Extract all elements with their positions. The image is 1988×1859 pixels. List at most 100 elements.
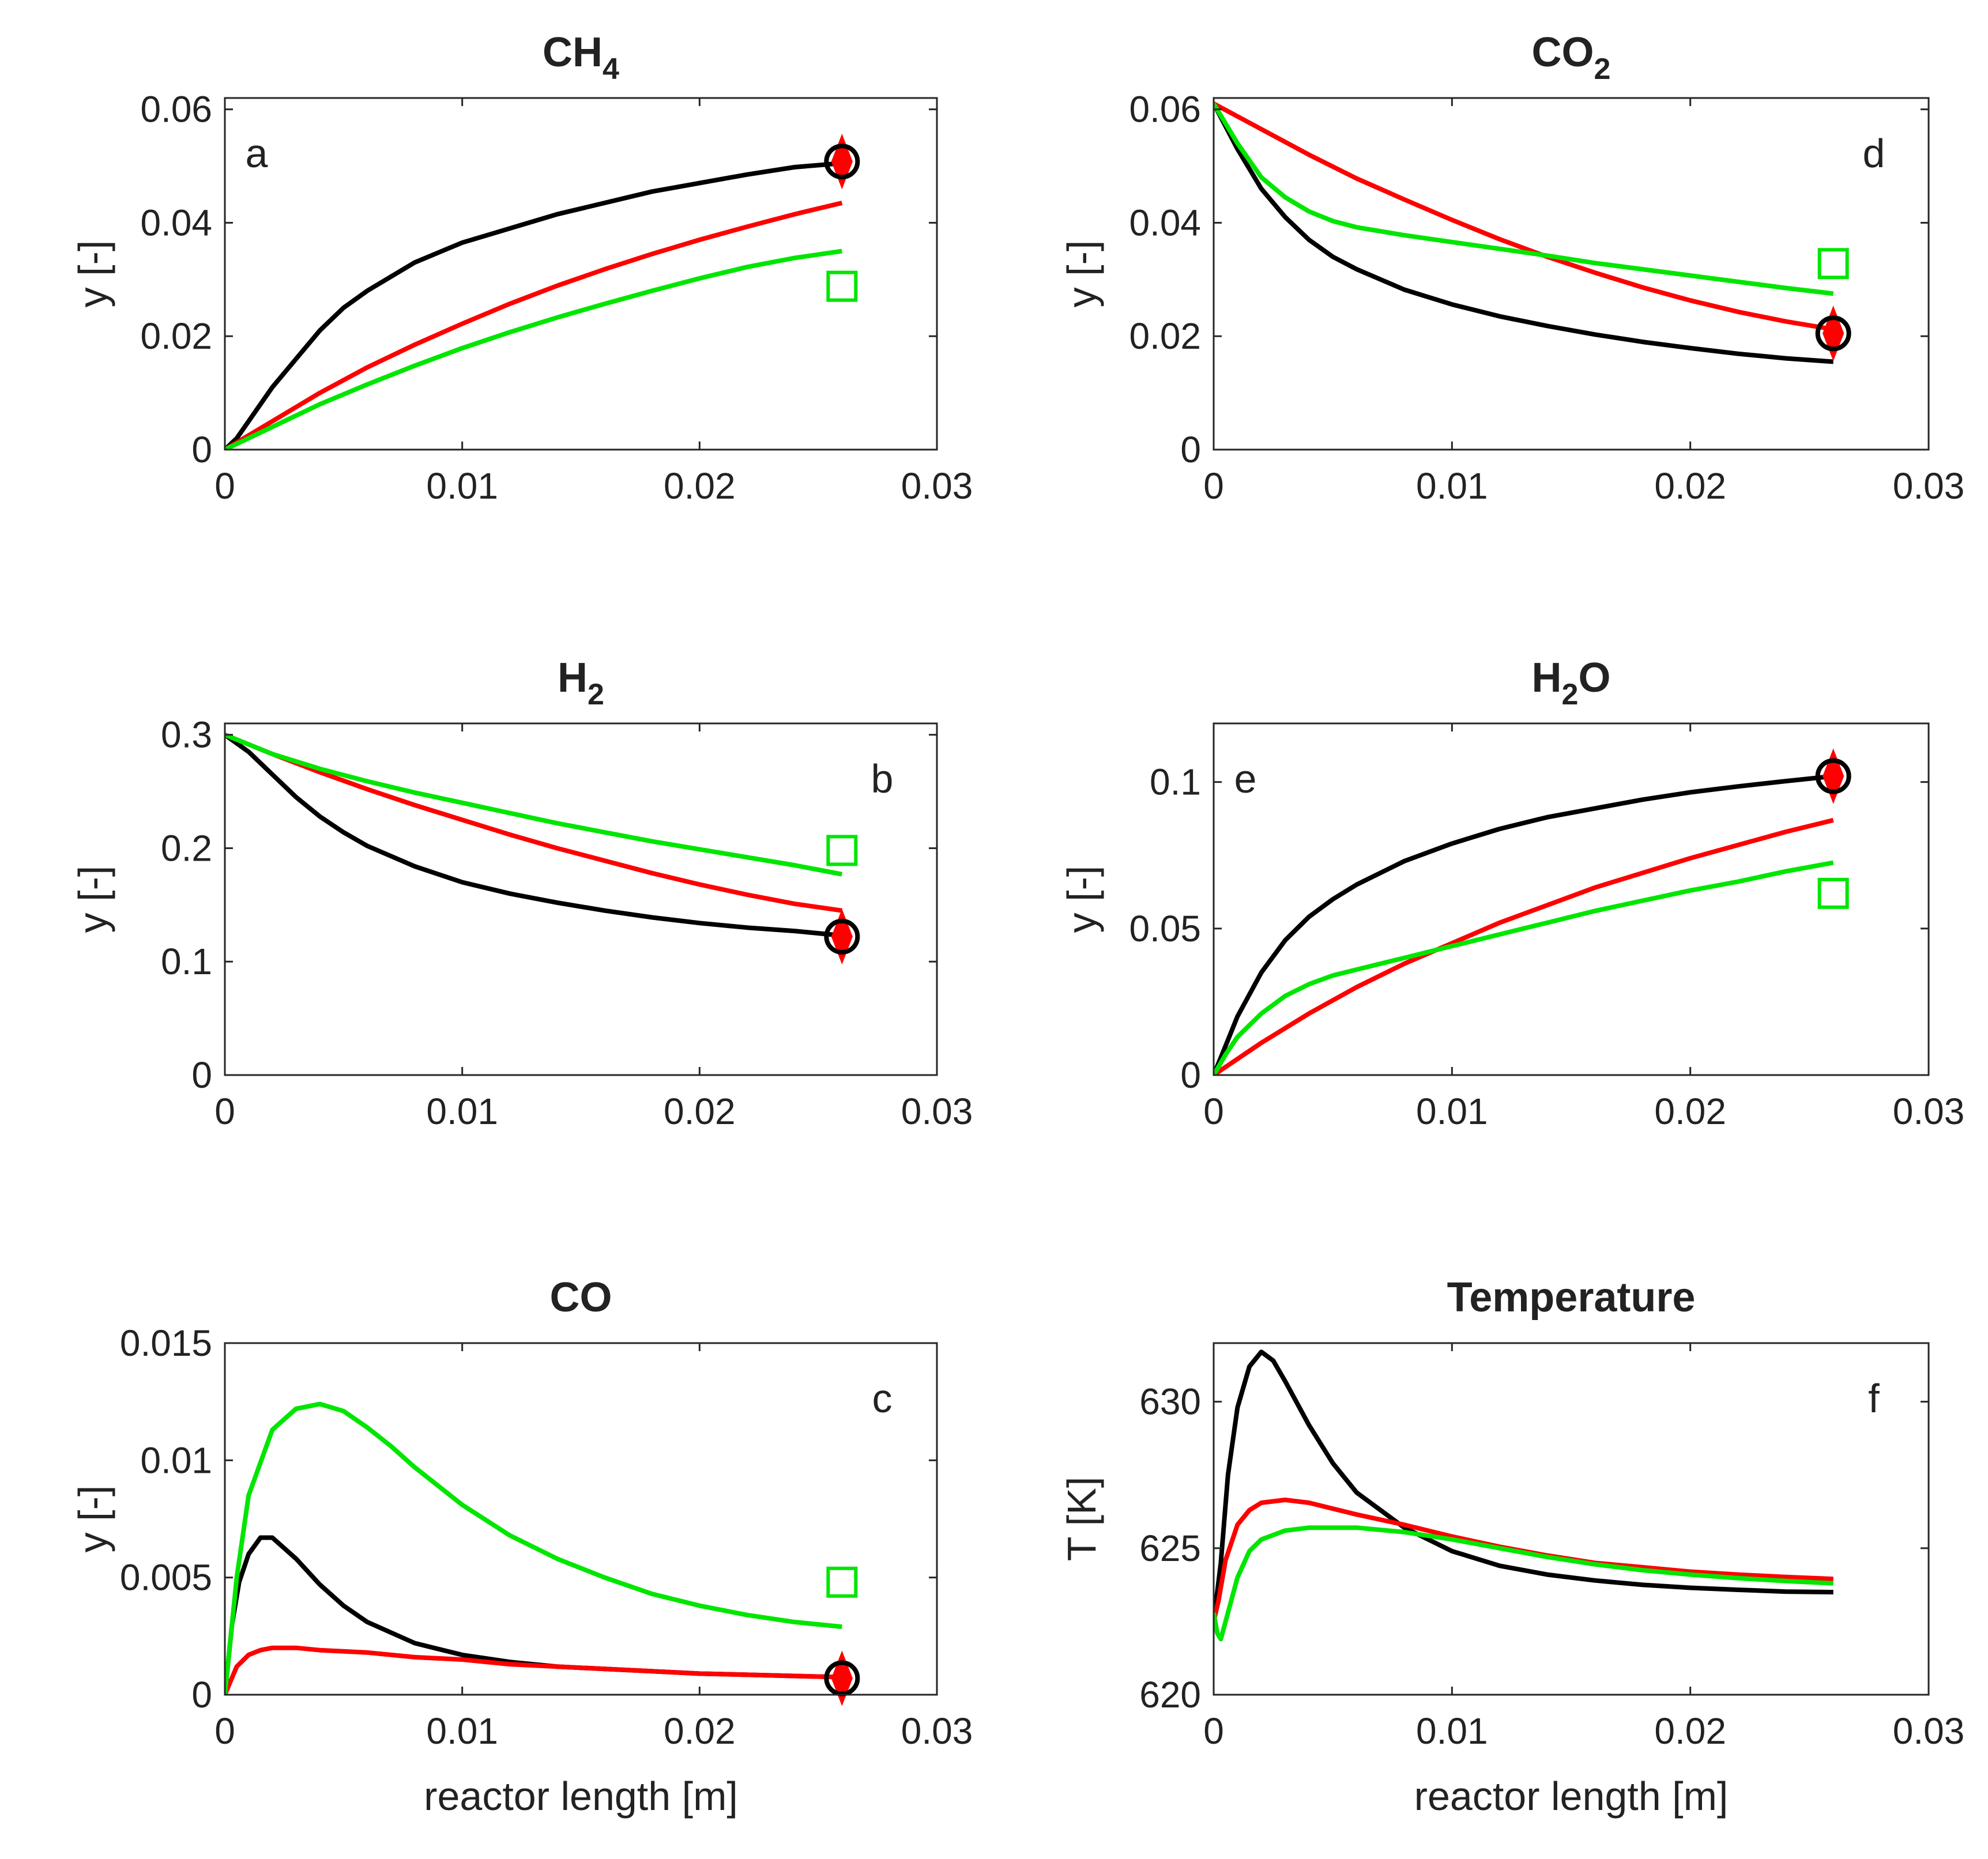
series-line-black-a — [225, 161, 842, 450]
panel-letter-d: d — [1863, 131, 1885, 176]
y-tick-label-d: 0.04 — [1129, 202, 1201, 243]
series-line-green-b — [225, 732, 843, 877]
y-tick-label-d: 0.06 — [1129, 89, 1201, 130]
series-line-red-e — [1214, 817, 1834, 1075]
panel-title-c: CO — [550, 1274, 612, 1321]
panel-title-main-a: CH — [543, 29, 603, 76]
marker-circle-a — [824, 144, 860, 180]
y-tick-label-b: 0.2 — [161, 827, 212, 869]
y-tick-label-f: 620 — [1139, 1674, 1201, 1715]
panel-title-a: CH4 — [543, 29, 619, 86]
axes-box-b — [224, 722, 938, 1076]
series-line-green-d — [1214, 102, 1834, 296]
series-group-e — [1214, 774, 1834, 1075]
series-line-black-f — [1214, 1349, 1833, 1622]
panel-f: 0 0.01 0.02 0.03 620 625 630 T [K] reactor lengt… — [1059, 1274, 1964, 1819]
series-line-black-e — [1214, 774, 1834, 1075]
x-tick-label-c: 0 — [214, 1710, 235, 1752]
panel-title-after-e: O — [1578, 655, 1610, 701]
panel-letter-b: b — [871, 756, 894, 801]
series-group-d — [1214, 101, 1834, 364]
x-tick-label-f: 0.03 — [1893, 1710, 1965, 1752]
x-tick-label-d: 0.02 — [1654, 465, 1726, 507]
y-axis-label-c: y [-] — [70, 1485, 115, 1553]
series-line-red-a — [225, 201, 843, 450]
x-tick-label-e: 0.02 — [1654, 1091, 1726, 1132]
panel-letter-a: a — [246, 131, 268, 176]
series-line-red-b — [225, 732, 842, 913]
series-group-c — [225, 1401, 842, 1695]
panel-c: 0 0.01 0.02 0.03 0 0.005 0.01 0.015 y [-] reactor… — [70, 1274, 973, 1819]
y-tick-label-f: 625 — [1139, 1528, 1201, 1569]
x-tick-label-a: 0 — [214, 465, 235, 507]
x-tick-label-d: 0.03 — [1893, 465, 1965, 507]
axes-box-e — [1213, 722, 1930, 1076]
x-tick-label-e: 0.01 — [1416, 1091, 1488, 1132]
y-tick-label-a: 0.02 — [140, 315, 212, 357]
panel-title-subscript-d: 2 — [1594, 52, 1611, 86]
x-tick-label-d: 0.01 — [1416, 465, 1488, 507]
panel-title-main-c: CO — [550, 1274, 612, 1321]
marker-circle-e — [1815, 758, 1851, 794]
series-line-red-c — [225, 1645, 842, 1695]
y-tick-label-b: 0.3 — [161, 714, 212, 756]
x-tick-label-f: 0.01 — [1416, 1710, 1488, 1752]
series-line-green-a — [225, 248, 842, 450]
panel-title-subscript-a: 4 — [603, 52, 619, 86]
y-tick-label-f: 630 — [1139, 1381, 1201, 1423]
axes-box-c — [224, 1342, 938, 1696]
y-tick-label-b: 0.1 — [161, 941, 212, 982]
y-axis-label-a: y [-] — [70, 240, 115, 308]
panel-title-main-b: H — [558, 655, 588, 701]
series-line-green-e — [1214, 860, 1834, 1075]
y-tick-label-c: 0.015 — [120, 1322, 212, 1364]
panel-title-d: CO2 — [1532, 29, 1611, 86]
x-axis-label-c: reactor length [m] — [424, 1774, 738, 1819]
axes-box-d — [1213, 97, 1930, 451]
x-tick-label-c: 0.03 — [901, 1710, 973, 1752]
marker-circle-d — [1815, 315, 1851, 352]
marker-square-a — [826, 270, 858, 302]
panel-b: 0 0.01 0.02 0.03 0 0.1 0.2 0.3 y [-] H2 b — [70, 655, 973, 1132]
x-tick-label-f: 0.02 — [1654, 1710, 1726, 1752]
x-tick-label-e: 0 — [1203, 1091, 1224, 1132]
panel-letter-f: f — [1868, 1376, 1880, 1421]
x-tick-label-b: 0.01 — [426, 1091, 498, 1132]
x-tick-label-b: 0.03 — [901, 1091, 973, 1132]
panel-a: 0 0.01 0.02 0.03 0 0.02 0.04 0.06 y [-] CH4 a — [70, 29, 973, 507]
panel-d: 0 0.01 0.02 0.03 0 0.02 0.04 0.06 y [-] CO2 d — [1059, 29, 1964, 507]
x-tick-label-b: 0 — [214, 1091, 235, 1132]
series-line-red-d — [1214, 101, 1834, 332]
panel-title-b: H2 — [558, 655, 604, 711]
x-tick-label-a: 0.02 — [664, 465, 736, 507]
axes-box-f — [1213, 1342, 1930, 1696]
series-line-green-f — [1214, 1525, 1833, 1642]
series-line-green-c — [225, 1401, 842, 1695]
panel-letter-e: e — [1234, 756, 1257, 801]
panel-title-main-f: Temperature — [1447, 1274, 1696, 1321]
y-tick-label-e: 0.05 — [1129, 908, 1201, 949]
panel-title-f: Temperature — [1447, 1274, 1696, 1321]
x-tick-label-c: 0.02 — [664, 1710, 736, 1752]
marker-square-d — [1817, 248, 1849, 280]
series-group-b — [225, 732, 843, 938]
y-axis-label-d: y [-] — [1059, 240, 1104, 308]
series-group-a — [225, 161, 843, 450]
panel-title-main-e: H — [1532, 655, 1562, 701]
marker-circle-b — [824, 918, 860, 955]
x-tick-label-e: 0.03 — [1893, 1091, 1965, 1132]
x-tick-label-a: 0.03 — [901, 465, 973, 507]
marker-square-b — [826, 835, 858, 866]
series-line-red-f — [1214, 1498, 1833, 1622]
series-line-black-b — [225, 733, 842, 938]
y-axis-label-e: y [-] — [1059, 866, 1104, 933]
y-tick-label-d: 0.02 — [1129, 315, 1201, 357]
y-tick-label-c: 0.01 — [140, 1439, 212, 1481]
y-tick-label-a: 0 — [191, 429, 212, 470]
panel-title-e: H2O — [1532, 655, 1611, 711]
axes-box-a — [224, 97, 938, 451]
y-tick-label-d: 0 — [1180, 429, 1201, 470]
